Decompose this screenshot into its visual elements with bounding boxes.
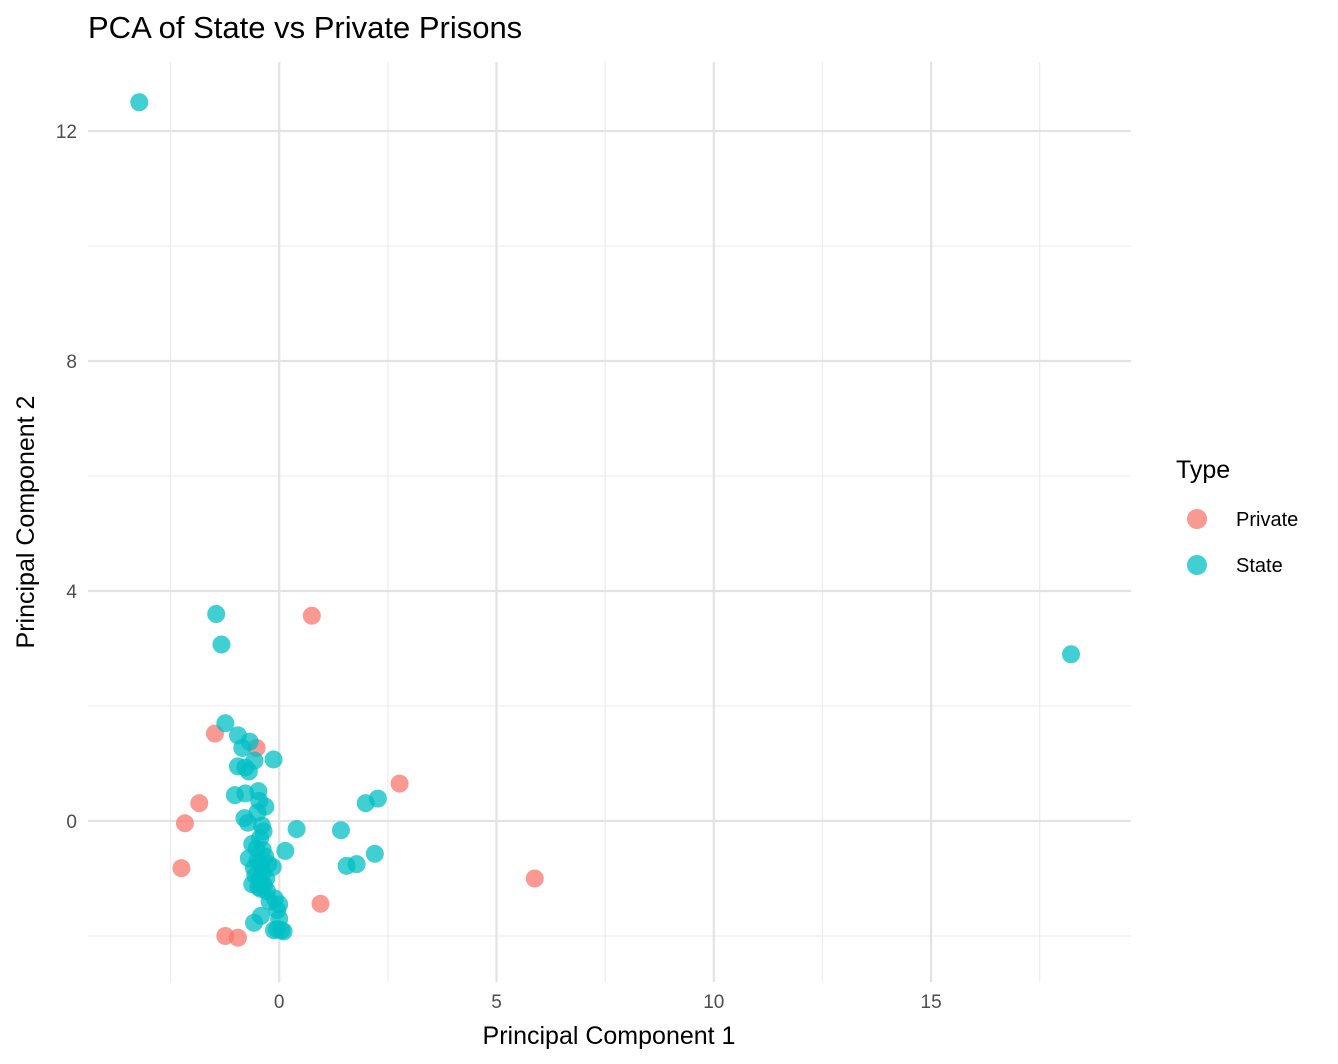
data-point [287, 820, 306, 839]
y-tick-label: 4 [66, 582, 77, 603]
data-point [265, 921, 284, 940]
data-point [390, 774, 409, 793]
data-point [239, 762, 258, 781]
x-axis-title: Principal Component 1 [483, 1022, 736, 1050]
legend-label-private: Private [1236, 509, 1298, 531]
data-point [175, 814, 194, 833]
legend-key-private [1187, 509, 1207, 529]
data-point [233, 738, 252, 757]
data-point [311, 894, 330, 913]
data-point [212, 635, 231, 654]
x-tick-label: 0 [274, 992, 285, 1013]
x-tick-label: 10 [703, 992, 724, 1013]
data-point [238, 813, 257, 832]
legend-key-state [1187, 555, 1207, 575]
points [130, 93, 1081, 947]
data-point [302, 606, 321, 625]
y-axis-title: Principal Component 2 [12, 396, 40, 649]
x-tick-label: 15 [921, 992, 942, 1013]
data-point [356, 794, 375, 813]
data-point [264, 750, 283, 769]
legend-label-state: State [1236, 555, 1283, 577]
data-point [276, 841, 295, 860]
grid [88, 62, 1131, 982]
data-point [525, 869, 544, 888]
series-private [172, 606, 544, 947]
data-point [331, 821, 350, 840]
data-point [245, 913, 264, 932]
y-tick-label: 12 [56, 122, 77, 143]
data-point [172, 859, 191, 878]
data-point [365, 844, 384, 863]
series-state [130, 93, 1081, 941]
legend-title: Type [1176, 456, 1230, 484]
data-point [190, 794, 209, 813]
data-point [207, 605, 226, 623]
data-point [1062, 645, 1081, 664]
data-point [228, 928, 247, 947]
y-tick-label: 0 [66, 812, 77, 833]
chart-title: PCA of State vs Private Prisons [88, 10, 522, 45]
y-tick-label: 8 [66, 352, 77, 373]
legend: Type Private State [1176, 456, 1298, 577]
data-point [347, 855, 366, 874]
data-point [216, 714, 235, 733]
tick-labels: 0 5 10 15 0 4 8 12 [56, 122, 942, 1013]
x-tick-label: 5 [491, 992, 502, 1013]
data-point [130, 93, 149, 112]
